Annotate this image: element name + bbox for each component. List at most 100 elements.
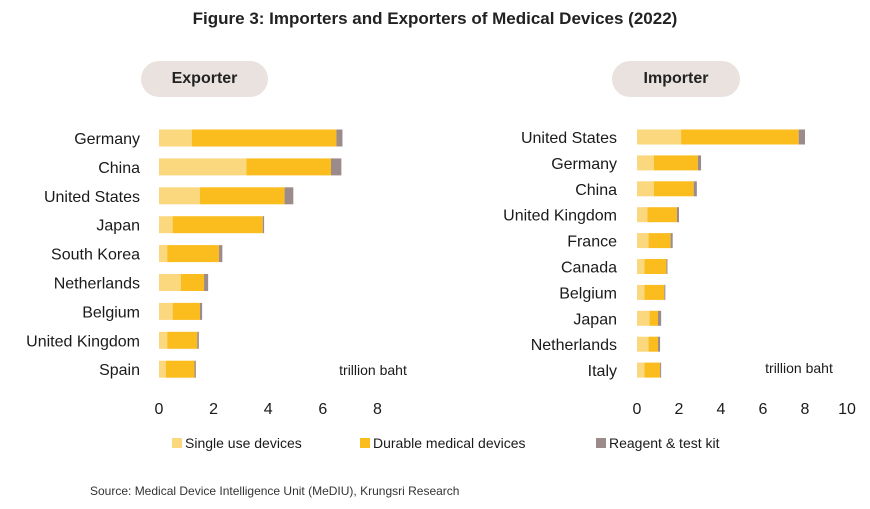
- exporter-x-tick-label: 0: [155, 401, 164, 418]
- importer-bar-united-kingdom-series-3: [676, 207, 679, 223]
- exporter-x-tick-label: 8: [373, 401, 382, 418]
- importer-bar-netherlands-series-1: [637, 336, 649, 352]
- importer-x-tick-label: 2: [675, 401, 684, 418]
- exporter-x-tick-label: 4: [264, 401, 273, 418]
- importer-bar-united-states-series-3: [798, 129, 805, 145]
- exporter-bar-south-korea-series-1: [159, 245, 168, 263]
- exporter-category-label-china: China: [98, 160, 140, 177]
- importer-category-label-italy: Italy: [588, 363, 617, 380]
- exporter-bar-united-states-series-1: [159, 187, 200, 205]
- exporter-category-label-south-korea: South Korea: [51, 247, 140, 264]
- importer-bar-belgium-series-3: [664, 284, 666, 300]
- importer-category-label-belgium: Belgium: [559, 285, 617, 302]
- exporter-bar-united-kingdom-series-1: [159, 331, 168, 349]
- exporter-bar-china-series-3: [330, 158, 342, 176]
- importer-x-tick-label: 4: [717, 401, 726, 418]
- exporter-bar-south-korea-series-3: [219, 245, 223, 263]
- importer-bar-belgium-series-2: [644, 284, 665, 300]
- exporter-bar-belgium-series-3: [199, 302, 203, 320]
- importer-bar-united-kingdom-series-1: [637, 207, 648, 223]
- importer-bar-canada-series-2: [644, 259, 667, 274]
- exporter-bar-germany-series-2: [191, 129, 337, 147]
- importer-category-label-canada: Canada: [561, 260, 617, 277]
- importer-x-tick-label: 10: [838, 401, 856, 418]
- importer-x-tick-label: 8: [801, 401, 810, 418]
- importer-bar-japan-series-1: [637, 310, 650, 326]
- legend-label-reagent-test-kit: Reagent & test kit: [609, 435, 720, 451]
- exporter-panel-title: Exporter: [141, 61, 268, 97]
- importer-bar-canada-series-1: [637, 259, 645, 274]
- importer-category-label-japan: Japan: [573, 311, 617, 328]
- importer-bar-united-states-series-1: [637, 129, 682, 145]
- importer-bar-germany-series-3: [697, 155, 702, 171]
- exporter-bar-united-states-series-3: [284, 187, 294, 205]
- exporter-category-label-germany: Germany: [74, 131, 140, 148]
- exporter-x-tick-label: 6: [318, 401, 327, 418]
- importer-panel-title: Importer: [612, 61, 740, 97]
- exporter-x-tick-label: 2: [209, 401, 218, 418]
- exporter-category-label-united-states: United States: [44, 189, 140, 206]
- exporter-category-label-japan: Japan: [96, 218, 140, 235]
- importer-category-label-france: France: [567, 234, 617, 251]
- exporter-bar-netherlands-series-2: [180, 274, 205, 291]
- importer-bar-netherlands-series-2: [648, 336, 658, 352]
- exporter-bar-spain-series-2: [165, 360, 195, 378]
- exporter-bar-belgium-series-2: [172, 302, 200, 320]
- importer-category-label-germany: Germany: [551, 156, 617, 173]
- importer-bar-china-series-3: [693, 181, 697, 197]
- importer-category-label-united-states: United States: [521, 130, 617, 147]
- legend-label-single-use-devices: Single use devices: [185, 435, 302, 451]
- exporter-bar-china-series-2: [246, 158, 331, 176]
- exporter-bar-china-series-1: [159, 158, 247, 176]
- importer-category-label-china: China: [575, 182, 617, 199]
- importer-bar-china-series-2: [653, 181, 694, 197]
- source-note: Source: Medical Device Intelligence Unit…: [90, 484, 460, 498]
- exporter-bar-netherlands-series-1: [159, 274, 181, 291]
- importer-bar-united-states-series-2: [681, 129, 799, 145]
- exporter-bar-united-kingdom-series-3: [197, 331, 199, 349]
- importer-bar-france-series-3: [670, 233, 673, 249]
- exporter-category-label-belgium: Belgium: [82, 304, 140, 321]
- exporter-bar-united-states-series-2: [199, 187, 285, 205]
- importer-bar-italy-series-2: [644, 362, 661, 378]
- importer-category-label-united-kingdom: United Kingdom: [503, 208, 617, 225]
- exporter-bar-germany-series-1: [159, 129, 192, 147]
- importer-bar-japan-series-3: [658, 310, 662, 326]
- exporter-bar-united-kingdom-series-2: [167, 331, 198, 349]
- exporter-bar-belgium-series-1: [159, 302, 173, 320]
- importer-bar-belgium-series-1: [637, 284, 645, 300]
- importer-bar-germany-series-2: [653, 155, 698, 171]
- importer-bar-united-kingdom-series-2: [647, 207, 677, 223]
- importer-unit-label: trillion baht: [765, 360, 833, 376]
- importer-bar-france-series-1: [637, 233, 649, 249]
- exporter-category-label-spain: Spain: [99, 362, 140, 379]
- exporter-bar-japan-series-3: [262, 216, 265, 234]
- exporter-category-label-united-kingdom: United Kingdom: [26, 333, 140, 350]
- importer-bar-japan-series-2: [649, 310, 658, 326]
- importer-bar-italy-series-3: [660, 362, 662, 378]
- exporter-bar-japan-series-2: [172, 216, 263, 234]
- exporter-bar-netherlands-series-3: [204, 274, 209, 291]
- importer-bar-canada-series-3: [666, 259, 668, 274]
- exporter-bar-germany-series-3: [336, 129, 343, 147]
- importer-bar-netherlands-series-3: [658, 336, 661, 352]
- legend-swatch-durable-medical-devices: [360, 438, 370, 448]
- legend-swatch-single-use-devices: [172, 438, 182, 448]
- importer-bar-italy-series-1: [637, 362, 645, 378]
- importer-bar-germany-series-1: [637, 155, 654, 171]
- exporter-bar-south-korea-series-2: [167, 245, 220, 263]
- importer-x-tick-label: 6: [759, 401, 768, 418]
- exporter-bar-japan-series-1: [159, 216, 173, 234]
- legend-swatch-reagent-test-kit: [596, 438, 606, 448]
- chart-title: Figure 3: Importers and Exporters of Med…: [192, 9, 678, 28]
- legend-label-durable-medical-devices: Durable medical devices: [373, 435, 526, 451]
- importer-bar-france-series-2: [648, 233, 671, 249]
- importer-category-label-netherlands: Netherlands: [531, 337, 617, 354]
- importer-bar-china-series-1: [637, 181, 654, 197]
- exporter-bar-spain-series-1: [159, 360, 166, 378]
- exporter-bar-spain-series-3: [194, 360, 196, 378]
- exporter-unit-label: trillion baht: [339, 362, 407, 378]
- importer-x-tick-label: 0: [633, 401, 642, 418]
- exporter-category-label-netherlands: Netherlands: [54, 276, 140, 293]
